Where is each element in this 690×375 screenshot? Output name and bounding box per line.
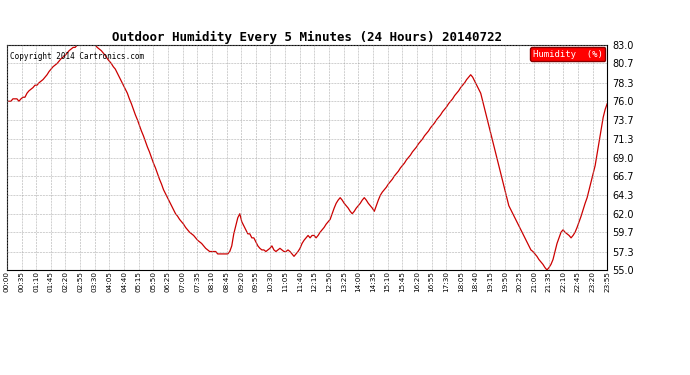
Text: Copyright 2014 Cartronics.com: Copyright 2014 Cartronics.com <box>10 52 144 61</box>
Legend: Humidity  (%): Humidity (%) <box>530 47 605 61</box>
Title: Outdoor Humidity Every 5 Minutes (24 Hours) 20140722: Outdoor Humidity Every 5 Minutes (24 Hou… <box>112 31 502 44</box>
